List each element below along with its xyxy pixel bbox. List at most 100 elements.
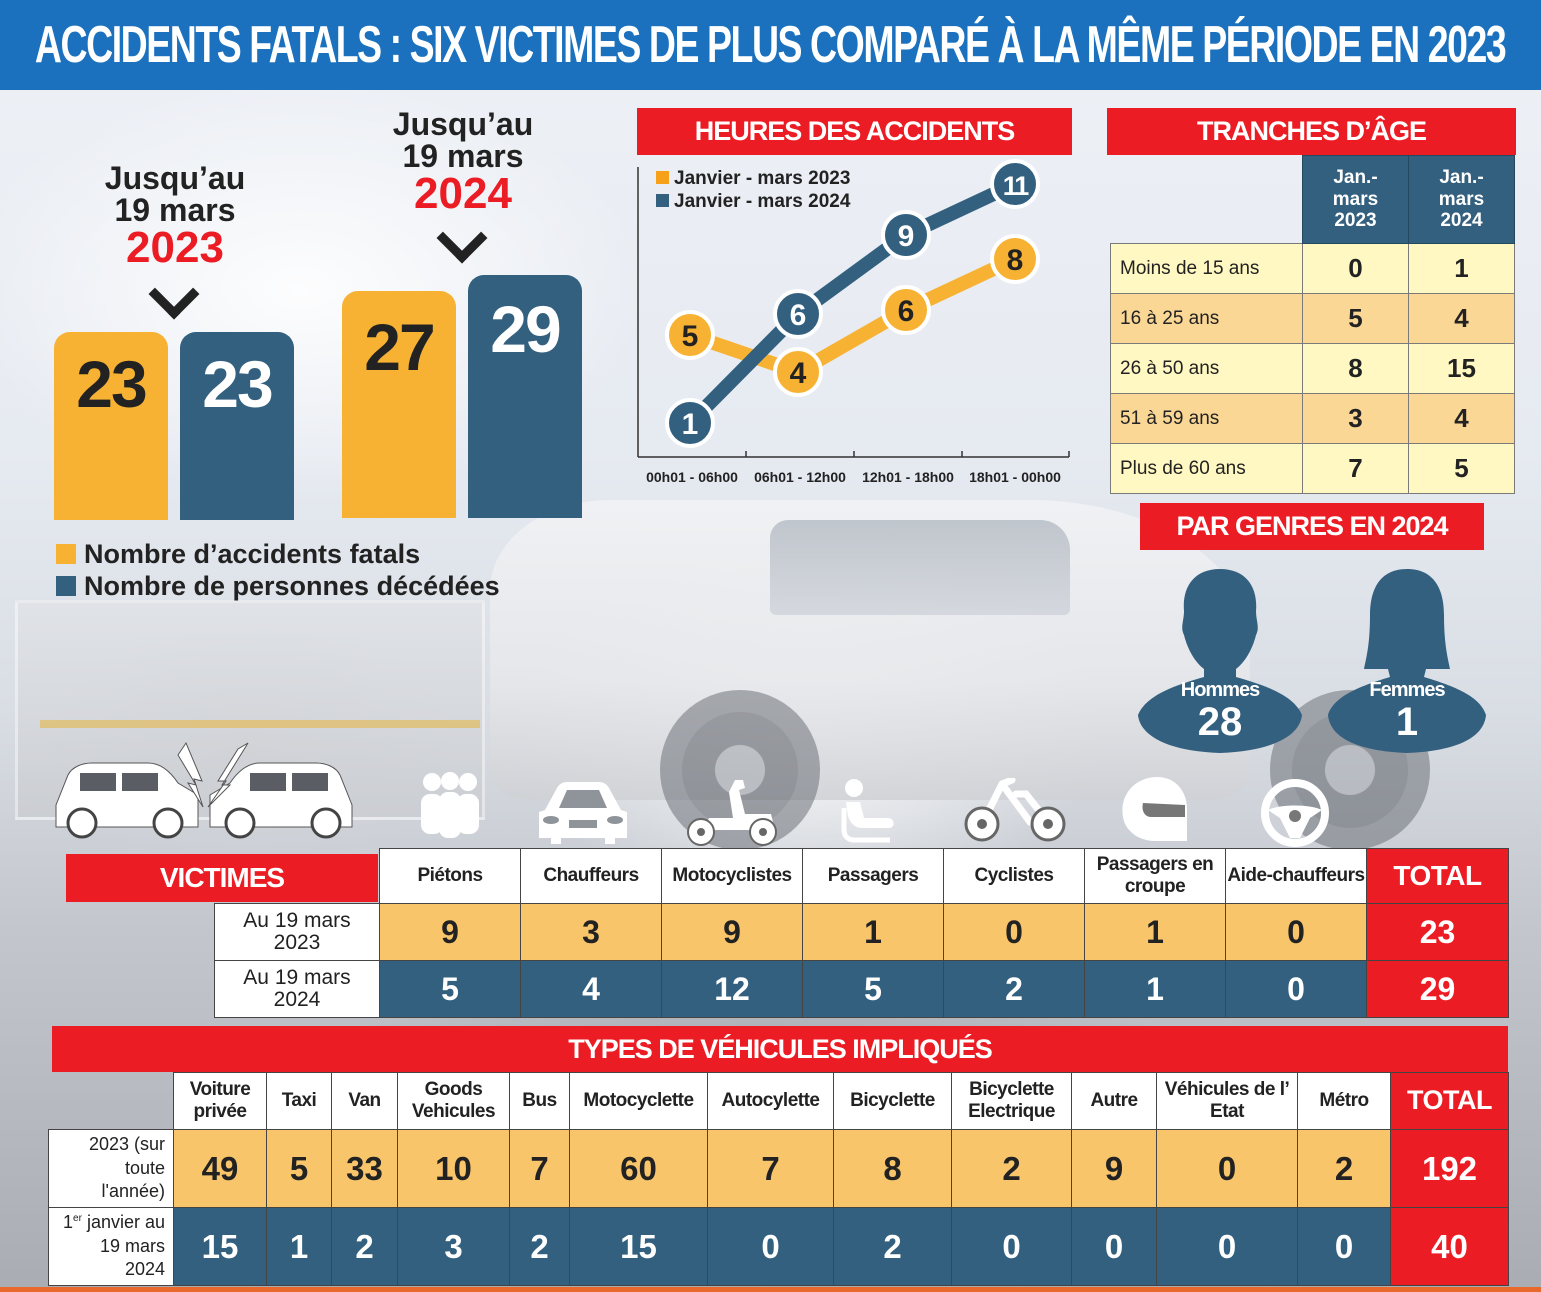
- legend-swatch-navy: [56, 576, 76, 596]
- age-label: Plus de 60 ans: [1110, 443, 1303, 494]
- age-value-2024: 15: [1408, 343, 1515, 394]
- svg-text:00h01 - 06h00: 00h01 - 06h00: [646, 469, 738, 485]
- svg-text:06h01 - 12h00: 06h01 - 12h00: [754, 469, 846, 485]
- gender-title-text: PAR GENRES EN 2024: [1176, 511, 1448, 541]
- passenger-seat-icon: [841, 779, 894, 843]
- legend-item-accidents: Nombre d’accidents fatals: [56, 538, 500, 570]
- cell: 1: [266, 1207, 332, 1286]
- svg-text:8: 8: [1007, 244, 1024, 277]
- cell: 1: [1084, 960, 1226, 1018]
- cell: 5: [802, 960, 944, 1018]
- vehicles-table: Voiture privée Taxi Van Goods Vehicules …: [48, 1072, 1509, 1286]
- legend-label: Nombre d’accidents fatals: [84, 538, 421, 569]
- bar-value: 27: [364, 310, 435, 384]
- svg-text:12h01 - 18h00: 12h01 - 18h00: [862, 469, 954, 485]
- age-value-2023: 7: [1302, 443, 1409, 494]
- row-label: Au 19 mars 2024: [214, 960, 380, 1018]
- cell: 1: [1084, 903, 1226, 961]
- col-total: TOTAL: [1390, 1072, 1509, 1130]
- age-value-2023: 5: [1302, 293, 1409, 344]
- age-header-blank: [1111, 156, 1303, 244]
- vehicles-header-row: Voiture privée Taxi Van Goods Vehicules …: [49, 1072, 1509, 1130]
- scooter-icon: [687, 780, 777, 846]
- men-figure: Hommes 28: [1136, 565, 1304, 755]
- svg-text:Janvier - mars 2023: Janvier - mars 2023: [674, 168, 850, 189]
- col-cyclistes: Cyclistes: [943, 848, 1085, 904]
- period-line1: Jusqu’au: [392, 106, 534, 142]
- cell: 3: [397, 1207, 510, 1286]
- period-year: 2023: [126, 223, 224, 272]
- cell: 2: [943, 960, 1085, 1018]
- total-cell: 40: [1390, 1207, 1509, 1286]
- helmet-icon: [1122, 777, 1187, 841]
- women-label: Femmes: [1369, 679, 1445, 701]
- row-label: 2023 (sur toute l'année): [48, 1129, 174, 1208]
- col-bus: Bus: [509, 1072, 570, 1130]
- col-vehicules-etat: Véhicules de l’ Etat: [1156, 1072, 1298, 1130]
- legend-item-deaths: Nombre de personnes décédées: [56, 570, 500, 602]
- truck-stripe: [40, 720, 480, 728]
- cell: 12: [661, 960, 803, 1018]
- victims-title-text: VICTIMES: [159, 862, 285, 893]
- age-value-2024: 4: [1408, 293, 1515, 344]
- cell: 4: [520, 960, 662, 1018]
- cell: 2: [1297, 1129, 1391, 1208]
- col-bicyclette-electrique: Bicyclette Electrique: [951, 1072, 1072, 1130]
- table-row: Au 19 mars 2024 5 4 12 5 2 1 0 29: [214, 960, 1509, 1018]
- victims-header-row: Piétons Chauffeurs Motocyclistes Passage…: [215, 848, 1509, 904]
- bar-value: 23: [202, 347, 273, 421]
- header-banner: ACCIDENTS FATALS : SIX VICTIMES DE PLUS …: [0, 0, 1541, 90]
- cell: 0: [1071, 1207, 1157, 1286]
- svg-text:5: 5: [682, 320, 699, 353]
- age-table: Jan.- mars 2023 Jan.- mars 2024 Moins de 15 …: [1110, 155, 1515, 494]
- age-title: TRANCHES D’ÂGE: [1107, 108, 1516, 155]
- svg-text:Janvier - mars 2024: Janvier - mars 2024: [674, 191, 851, 212]
- legend-label: Nombre de personnes décédées: [84, 570, 500, 601]
- period-2023-label: Jusqu’au 19 mars 2023: [70, 162, 280, 270]
- cell: 0: [707, 1207, 834, 1286]
- hours-line-chart: Janvier - mars 2023 Janvier - mars 2024 …: [637, 159, 1070, 485]
- cell: 15: [569, 1207, 708, 1286]
- age-value-2024: 4: [1408, 393, 1515, 444]
- cell: 9: [379, 903, 521, 961]
- table-row: 26 à 50 ans 8 15: [1110, 343, 1515, 394]
- period-line2: 19 mars: [114, 192, 236, 228]
- hours-title: HEURES DES ACCIDENTS: [637, 108, 1072, 155]
- age-value-2024: 1: [1408, 243, 1515, 294]
- period-2024-label: Jusqu’au 19 mars 2024: [358, 108, 568, 216]
- cell: 9: [1071, 1129, 1157, 1208]
- age-col-2024: Jan.- mars 2024: [1408, 155, 1515, 244]
- women-figure: Femmes 1: [1326, 565, 1488, 755]
- women-label-group: Femmes 1: [1326, 679, 1488, 742]
- svg-text:1: 1: [682, 408, 699, 441]
- col-goods-vehicules: Goods Vehicules: [397, 1072, 510, 1130]
- age-label: 51 à 59 ans: [1110, 393, 1303, 444]
- cell: 5: [266, 1129, 332, 1208]
- cell: 2: [951, 1129, 1072, 1208]
- svg-text:9: 9: [898, 220, 915, 253]
- table-row: 51 à 59 ans 3 4: [1110, 393, 1515, 444]
- cell: 7: [509, 1129, 570, 1208]
- bar-accidents-2023: 23: [54, 332, 168, 520]
- age-label: 26 à 50 ans: [1110, 343, 1303, 394]
- pedestrians-icon: [421, 772, 479, 838]
- victims-header-blank: [215, 849, 380, 904]
- svg-text:6: 6: [898, 295, 915, 328]
- table-row: 16 à 25 ans 5 4: [1110, 293, 1515, 344]
- col-taxi: Taxi: [266, 1072, 332, 1130]
- bar-value: 23: [76, 347, 147, 421]
- table-row: Au 19 mars 2023 9 3 9 1 0 1 0 23: [214, 903, 1509, 961]
- total-cell: 192: [1390, 1129, 1509, 1208]
- cell: 33: [331, 1129, 398, 1208]
- period-line2: 19 mars: [402, 138, 524, 174]
- cell: 49: [173, 1129, 267, 1208]
- bar-deaths-2024: 29: [468, 275, 582, 518]
- cell: 15: [173, 1207, 267, 1286]
- row-label: 1er janvier au 19 mars 2024: [48, 1207, 174, 1286]
- steering-wheel-icon: [1261, 779, 1329, 847]
- period-line1: Jusqu’au: [104, 160, 246, 196]
- cell: 0: [1156, 1129, 1298, 1208]
- period-year: 2024: [414, 169, 512, 218]
- age-value-2023: 8: [1302, 343, 1409, 394]
- age-value-2024: 5: [1408, 443, 1515, 494]
